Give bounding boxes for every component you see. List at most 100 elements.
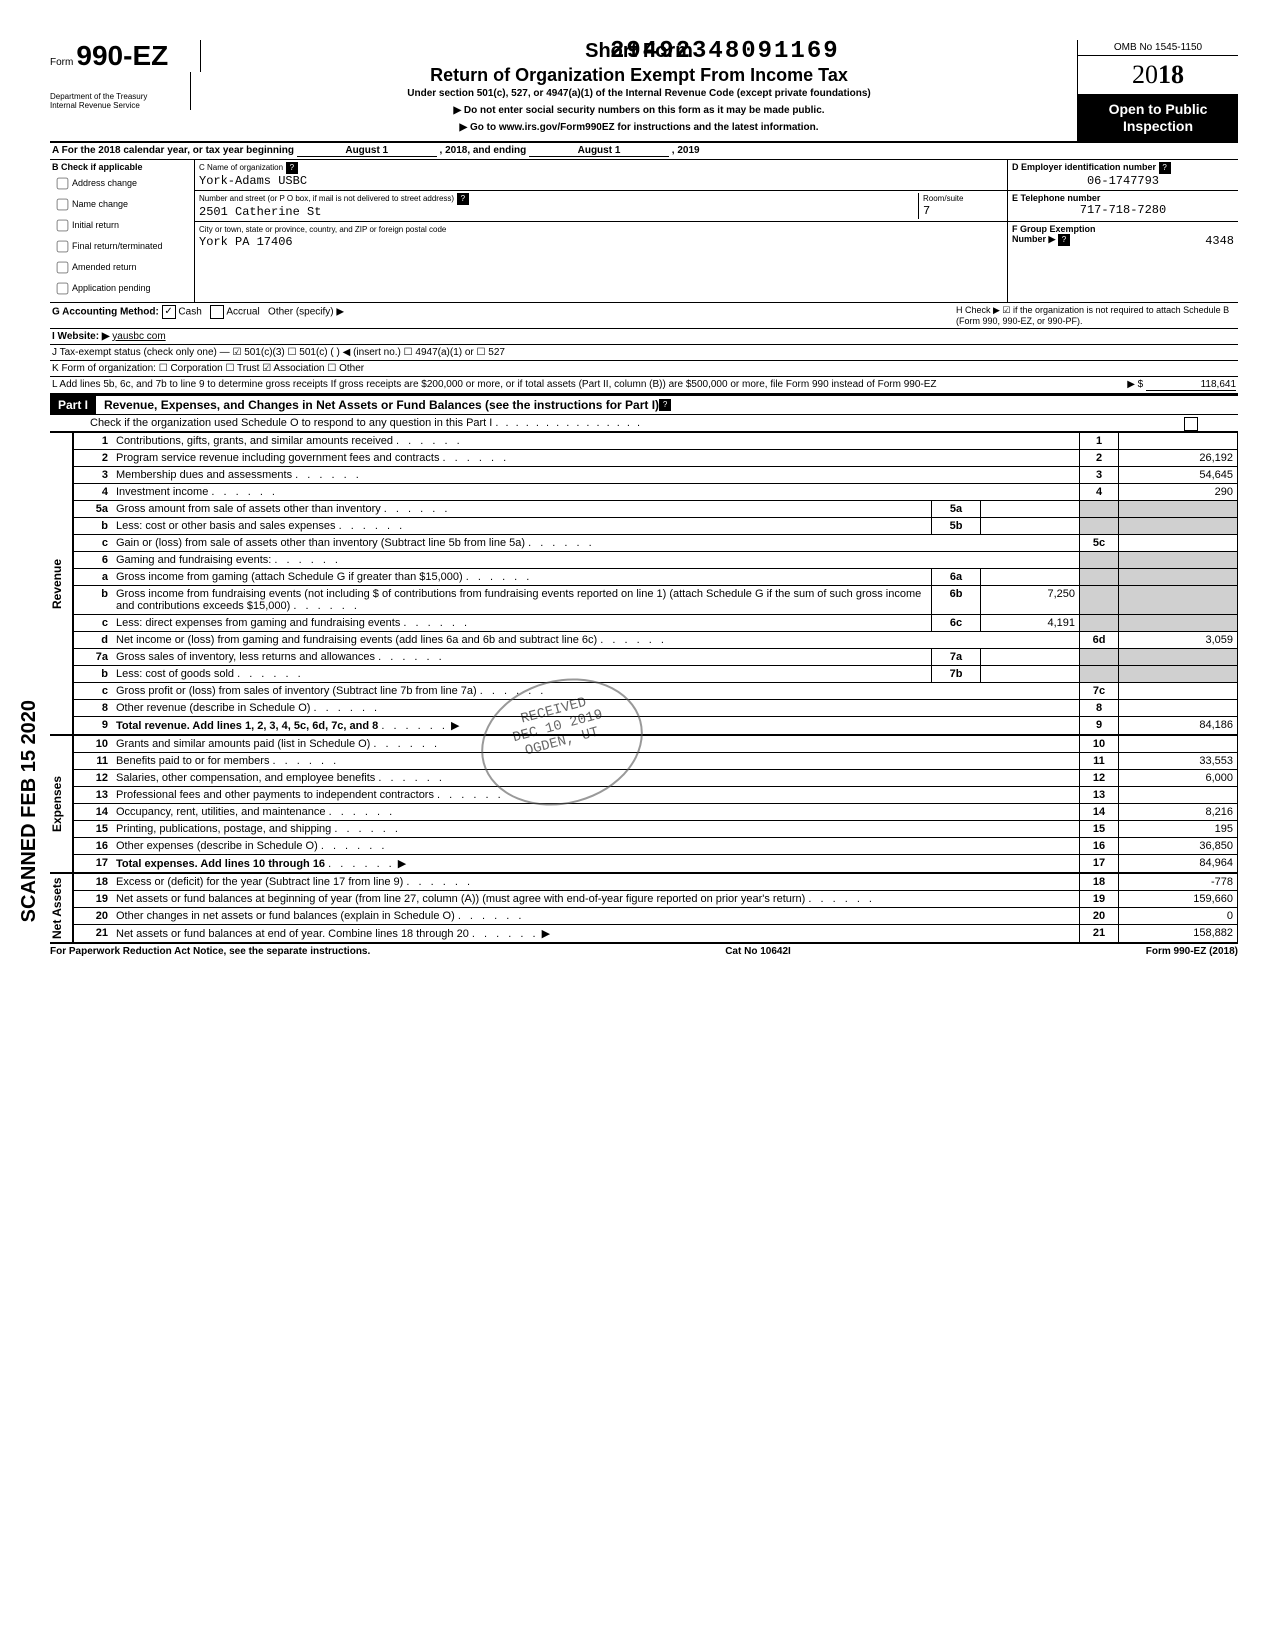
chk-accrual[interactable] (210, 305, 224, 319)
org-city[interactable]: York PA 17406 (199, 235, 293, 249)
row-l: L Add lines 5b, 6c, and 7b to line 9 to … (50, 377, 1238, 395)
mid-amount[interactable]: 7,250 (981, 585, 1080, 614)
chk-name-change[interactable]: Name change (52, 195, 192, 214)
chk-initial-return[interactable]: Initial return (52, 216, 192, 235)
line-desc: Gross amount from sale of assets other t… (112, 500, 932, 517)
shaded-amt (1119, 665, 1238, 682)
org-address[interactable]: 2501 Catherine St (199, 205, 321, 219)
line-desc: Membership dues and assessments . . . . … (112, 466, 1080, 483)
section-a-tax-year: A For the 2018 calendar year, or tax yea… (50, 143, 1238, 160)
f-label: F Group Exemption Number ▶ (1012, 224, 1096, 244)
table-row: cGross profit or (loss) from sales of in… (74, 682, 1238, 699)
shaded-box (1080, 665, 1119, 682)
amount[interactable] (1119, 699, 1238, 716)
mid-amount[interactable] (981, 568, 1080, 585)
shaded-amt (1119, 551, 1238, 568)
amount[interactable] (1119, 432, 1238, 449)
ein[interactable]: 06-1747793 (1012, 174, 1234, 188)
line-number: 10 (74, 735, 113, 752)
side-expenses: Expenses (50, 735, 73, 873)
chk-schedule-o[interactable] (1184, 417, 1198, 431)
form-prefix: Form (50, 57, 73, 68)
line-number: 2 (74, 449, 113, 466)
box-number: 4 (1080, 483, 1119, 500)
year-prefix: 20 (1132, 60, 1158, 89)
table-row: bGross income from fundraising events (n… (74, 585, 1238, 614)
chk-final-return[interactable]: Final return/terminated (52, 237, 192, 256)
group-exemption[interactable]: 4348 (1205, 234, 1234, 248)
stamp-number: 29492348091169 (610, 38, 840, 65)
shaded-box (1080, 500, 1119, 517)
room-suite[interactable]: 7 (923, 204, 930, 218)
mid-amount[interactable] (981, 648, 1080, 665)
netassets-section: Net Assets 18Excess or (deficit) for the… (50, 873, 1238, 943)
box-number: 11 (1080, 752, 1119, 769)
table-row: 12Salaries, other compensation, and empl… (74, 769, 1238, 786)
box-number: 3 (1080, 466, 1119, 483)
line-number: 3 (74, 466, 113, 483)
table-row: 14Occupancy, rent, utilities, and mainte… (74, 803, 1238, 820)
amount[interactable]: 159,660 (1119, 890, 1238, 907)
b-item-1: Name change (72, 198, 128, 208)
amount[interactable]: 36,850 (1119, 837, 1238, 854)
a-begin-date[interactable]: August 1 (297, 145, 437, 157)
shaded-amt (1119, 614, 1238, 631)
help-icon[interactable]: ? (1159, 162, 1171, 174)
instr-web: ▶ Go to www.irs.gov/Form990EZ for instru… (211, 122, 1067, 133)
line-number: 8 (74, 699, 113, 716)
b-item-4: Amended return (72, 261, 137, 271)
amount[interactable] (1119, 682, 1238, 699)
help-icon[interactable]: ? (1058, 234, 1070, 246)
table-row: 5aGross amount from sale of assets other… (74, 500, 1238, 517)
tax-year: 2018 (1078, 56, 1238, 95)
amount[interactable]: 84,186 (1119, 716, 1238, 734)
line-number: 4 (74, 483, 113, 500)
box-number: 13 (1080, 786, 1119, 803)
amount[interactable]: 158,882 (1119, 924, 1238, 942)
mid-amount[interactable]: 4,191 (981, 614, 1080, 631)
box-number: 8 (1080, 699, 1119, 716)
amount[interactable]: 54,645 (1119, 466, 1238, 483)
amount[interactable]: 8,216 (1119, 803, 1238, 820)
table-row: cLess: direct expenses from gaming and f… (74, 614, 1238, 631)
shaded-amt (1119, 500, 1238, 517)
website[interactable]: yausbc com (112, 331, 165, 342)
chk-application-pending[interactable]: Application pending (52, 279, 192, 298)
line-desc: Investment income . . . . . . (112, 483, 1080, 500)
org-name[interactable]: York-Adams USBC (199, 174, 307, 188)
revenue-table: 1Contributions, gifts, grants, and simil… (73, 432, 1238, 735)
amount[interactable]: 26,192 (1119, 449, 1238, 466)
chk-amended-return[interactable]: Amended return (52, 258, 192, 277)
a-end-year: , 2019 (672, 145, 700, 156)
box-number: 5c (1080, 534, 1119, 551)
chk-cash[interactable]: ✓ (162, 305, 176, 319)
amount[interactable]: 290 (1119, 483, 1238, 500)
mid-amount[interactable] (981, 517, 1080, 534)
amount[interactable]: 6,000 (1119, 769, 1238, 786)
line-desc: Occupancy, rent, utilities, and maintena… (112, 803, 1080, 820)
amount[interactable] (1119, 534, 1238, 551)
amount[interactable]: 3,059 (1119, 631, 1238, 648)
box-number: 18 (1080, 873, 1119, 890)
amount[interactable]: 84,964 (1119, 854, 1238, 872)
help-icon[interactable]: ? (457, 193, 469, 205)
telephone[interactable]: 717-718-7280 (1012, 203, 1234, 217)
mid-amount[interactable] (981, 665, 1080, 682)
help-icon[interactable]: ? (659, 399, 671, 411)
amount[interactable]: 0 (1119, 907, 1238, 924)
line-number: 12 (74, 769, 113, 786)
amount[interactable]: 33,553 (1119, 752, 1238, 769)
help-icon[interactable]: ? (286, 162, 298, 174)
i-label: I Website: ▶ (52, 331, 110, 342)
chk-address-change[interactable]: Address change (52, 174, 192, 193)
amount[interactable]: -778 (1119, 873, 1238, 890)
amount[interactable]: 195 (1119, 820, 1238, 837)
mid-amount[interactable] (981, 500, 1080, 517)
instr-ssn: ▶ Do not enter social security numbers o… (211, 105, 1067, 116)
l-gross-receipts[interactable]: 118,641 (1146, 379, 1236, 391)
box-number: 19 (1080, 890, 1119, 907)
a-end-date[interactable]: August 1 (529, 145, 669, 157)
shaded-box (1080, 551, 1119, 568)
amount[interactable] (1119, 786, 1238, 803)
amount[interactable] (1119, 735, 1238, 752)
